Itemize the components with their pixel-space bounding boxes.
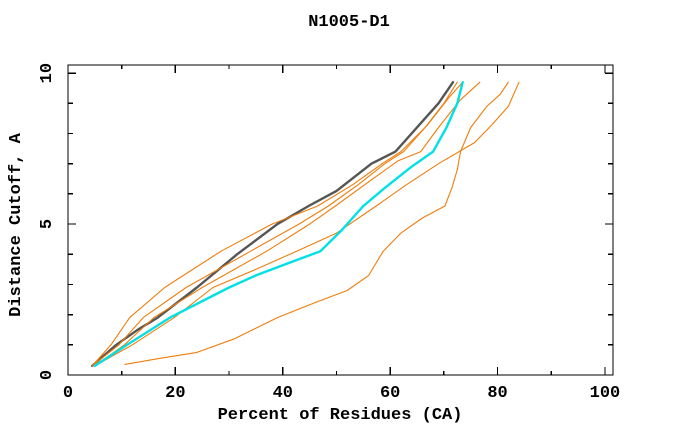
x-tick-label: 40 bbox=[273, 384, 293, 403]
plot-frame bbox=[67, 64, 614, 376]
curve-cyan-thick bbox=[93, 80, 464, 368]
x-tick-label: 0 bbox=[63, 384, 73, 403]
y-tick-label: 0 bbox=[38, 370, 57, 380]
chart-title: N1005-D1 bbox=[308, 13, 390, 32]
x-axis-label: Percent of Residues (CA) bbox=[218, 406, 463, 425]
x-tick-label: 100 bbox=[590, 384, 621, 403]
y-tick-label: 5 bbox=[38, 219, 57, 229]
curve-dark-gray-thick bbox=[90, 80, 455, 368]
curve-orange-5-outlier bbox=[124, 81, 509, 365]
model-curves bbox=[90, 80, 520, 368]
curve-orange-2 bbox=[91, 81, 464, 367]
axis-ticks bbox=[67, 65, 613, 376]
x-tick-label: 20 bbox=[165, 384, 185, 403]
y-tick-label: 10 bbox=[38, 63, 57, 83]
curve-orange-4 bbox=[94, 81, 520, 367]
curve-orange-3 bbox=[94, 81, 481, 367]
y-axis-label: Distance Cutoff, A bbox=[7, 132, 26, 316]
x-tick-label: 80 bbox=[487, 384, 507, 403]
axis-tick-labels: 0 20 40 60 80 100 0 5 10 bbox=[38, 63, 620, 403]
plot-frame-rect bbox=[67, 64, 614, 376]
x-tick-label: 60 bbox=[380, 384, 400, 403]
